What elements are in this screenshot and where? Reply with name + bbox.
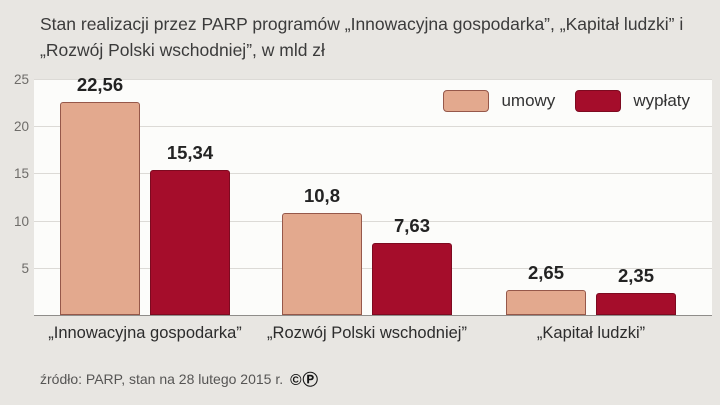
grid-line-15 — [34, 173, 712, 175]
legend-label-wyplaty: wypłaty — [633, 91, 690, 110]
value-label-umowy-2: 2,65 — [527, 261, 564, 283]
grid-line-20 — [34, 126, 712, 128]
x-axis-line — [34, 315, 712, 316]
x-category-label-2: „Kapitał ludzki” — [536, 324, 646, 342]
grid-line-25 — [34, 79, 712, 80]
value-label-umowy-1: 10,8 — [303, 185, 340, 207]
legend-swatch-wyplaty — [575, 90, 622, 112]
legend-swatch-umowy — [443, 90, 490, 112]
y-tick-label-15: 15 — [13, 166, 29, 182]
y-tick-label-10: 10 — [13, 213, 29, 229]
plot-area: umowy wypłaty 5 10 15 20 25 22,56 15,34 „Innowa… — [14, 72, 712, 342]
value-label-wypłaty-1: 7,63 — [393, 214, 430, 236]
bar-umowy-0 — [60, 102, 140, 315]
x-category-label-0: „Innowacyjna gospodarka” — [48, 324, 242, 342]
bar-wypłaty-1 — [372, 242, 452, 315]
bar-umowy-2 — [506, 289, 586, 315]
source-text: źródło: PARP, stan na 28 lutego 2015 r. — [40, 371, 284, 387]
value-label-umowy-0: 22,56 — [76, 74, 124, 96]
value-label-wypłaty-2: 2,35 — [617, 264, 654, 286]
y-tick-label-25: 25 — [13, 72, 29, 87]
y-tick-label-5: 5 — [21, 260, 29, 276]
grid-line-10 — [34, 220, 712, 222]
value-label-wypłaty-0: 15,34 — [166, 142, 214, 164]
x-category-label-1: „Rozwój Polski wschodniej” — [267, 324, 467, 342]
legend-label-umowy: umowy — [501, 91, 556, 110]
bar-umowy-1 — [282, 213, 362, 315]
bar-wypłaty-2 — [596, 292, 676, 315]
y-tick-label-20: 20 — [13, 119, 29, 135]
chart-title: Stan realizacji przez PARP programów „In… — [40, 14, 684, 61]
source-note: źródło: PARP, stan na 28 lutego 2015 r. … — [40, 368, 319, 390]
bar-wypłaty-0 — [150, 170, 230, 315]
copyright-icons: ©Ⓟ — [290, 372, 320, 389]
legend: umowy wypłaty — [443, 90, 698, 112]
